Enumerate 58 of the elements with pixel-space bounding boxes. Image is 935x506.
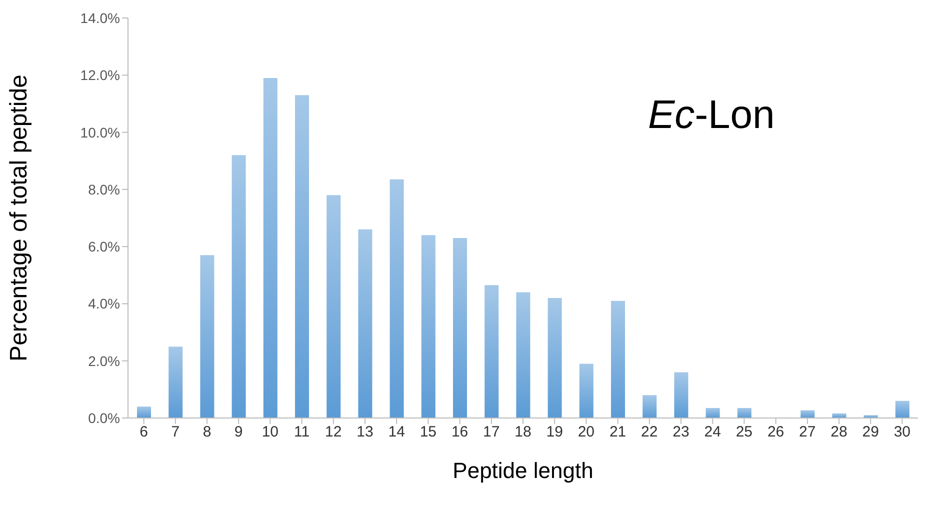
x-tick-label: 12 bbox=[325, 424, 342, 441]
x-axis-title: Peptide length bbox=[452, 458, 594, 483]
x-tick-label: 20 bbox=[578, 424, 595, 441]
x-tick-label: 24 bbox=[704, 424, 721, 441]
bar bbox=[579, 364, 594, 418]
x-tick-label: 7 bbox=[171, 424, 180, 441]
x-tick-label: 26 bbox=[767, 424, 784, 441]
bar bbox=[706, 408, 720, 418]
x-tick-label: 16 bbox=[451, 424, 468, 441]
bar bbox=[548, 298, 562, 418]
y-tick-label: 4.0% bbox=[88, 296, 120, 312]
y-tick-label: 2.0% bbox=[88, 352, 120, 369]
x-tick-label: 13 bbox=[356, 424, 374, 441]
bar bbox=[326, 195, 341, 418]
x-tick-label: 22 bbox=[641, 424, 658, 441]
x-tick-label: 30 bbox=[894, 424, 911, 441]
annotation: Ec-Lon bbox=[648, 93, 775, 138]
bar bbox=[168, 346, 183, 418]
y-tick-label: 14.0% bbox=[80, 10, 120, 26]
bar bbox=[800, 410, 815, 418]
y-tick-label: 8.0% bbox=[88, 181, 120, 198]
bar bbox=[737, 408, 752, 418]
x-tick-label: 11 bbox=[294, 424, 310, 441]
bar bbox=[516, 292, 530, 418]
bar bbox=[137, 406, 151, 418]
y-tick-label: 0.0% bbox=[88, 410, 120, 426]
y-axis-title: Percentage of total peptide bbox=[6, 74, 33, 362]
x-tick-label: 14 bbox=[388, 424, 405, 441]
bar bbox=[421, 235, 436, 418]
x-tick-label: 6 bbox=[140, 424, 148, 441]
x-tick-label: 18 bbox=[514, 424, 532, 441]
bar bbox=[232, 155, 246, 418]
bar bbox=[642, 395, 657, 418]
bar bbox=[200, 255, 214, 418]
bar bbox=[484, 285, 499, 418]
bar bbox=[390, 179, 404, 418]
x-tick-label: 10 bbox=[262, 424, 279, 441]
bar bbox=[895, 400, 910, 418]
bar bbox=[611, 300, 625, 418]
x-tick-label: 15 bbox=[420, 424, 437, 441]
bar bbox=[453, 238, 467, 418]
y-tick-label: 10.0% bbox=[80, 124, 120, 140]
bar bbox=[263, 78, 278, 418]
x-tick-label: 28 bbox=[830, 424, 848, 441]
x-tick-label: 25 bbox=[736, 424, 753, 441]
bar bbox=[674, 372, 688, 418]
x-tick-label: 8 bbox=[202, 424, 212, 441]
x-tick-label: 29 bbox=[862, 424, 879, 441]
y-tick-label: 6.0% bbox=[88, 238, 120, 255]
x-tick-label: 17 bbox=[483, 424, 500, 441]
bar bbox=[295, 95, 309, 418]
x-tick-label: 23 bbox=[672, 424, 690, 441]
bar bbox=[358, 229, 372, 418]
x-tick-label: 21 bbox=[609, 424, 626, 441]
x-tick-label: 27 bbox=[799, 424, 816, 441]
y-tick-label: 12.0% bbox=[80, 67, 120, 84]
x-tick-label: 9 bbox=[234, 424, 243, 441]
x-tick-label: 19 bbox=[546, 424, 563, 441]
